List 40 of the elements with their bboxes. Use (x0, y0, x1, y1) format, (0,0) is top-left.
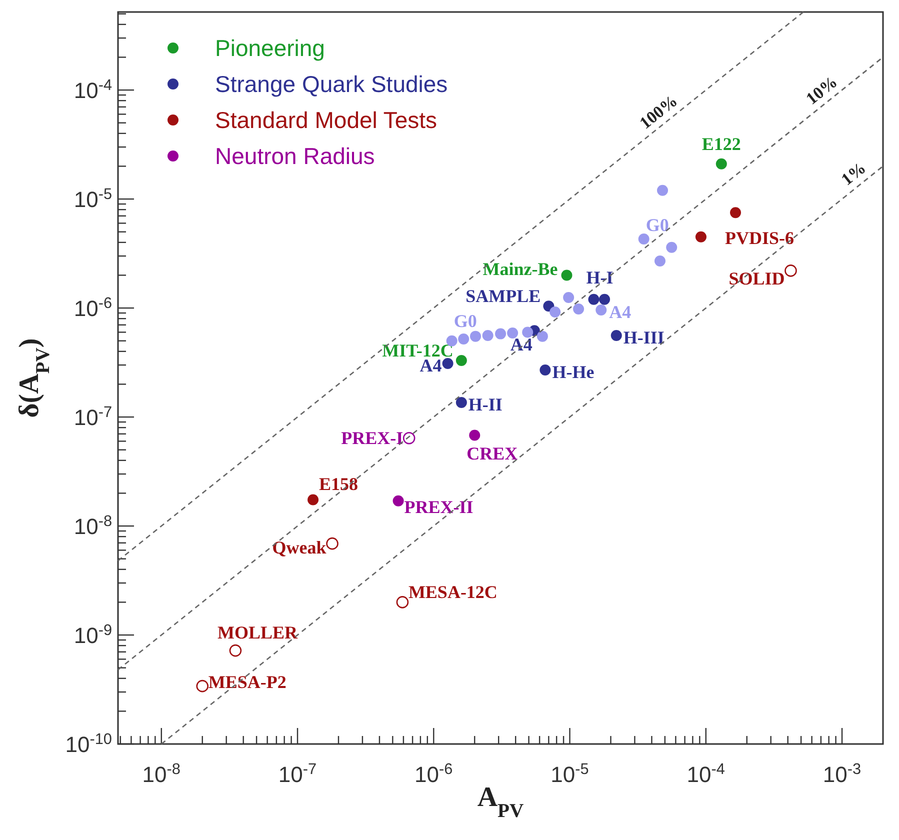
data-label: PVDIS-6 (724, 228, 794, 248)
x-tick-label: 10$^{-7}$ (278, 760, 317, 787)
x-tick-label: 10$^{-3}$ (822, 760, 862, 787)
text: 10% (802, 72, 841, 108)
data-label: SOLID (728, 268, 785, 289)
data-label: H-II (468, 394, 502, 414)
y-tick-label: 10$^{-4}$ (74, 76, 112, 104)
data-label: MESA-12C (408, 582, 498, 602)
data-label: CREX (466, 443, 518, 464)
data-label: Mainz-Be (482, 259, 558, 280)
x-axis-title: A$_{PV}$ (477, 782, 524, 822)
data-label: E122 (702, 134, 741, 154)
data-label: H-I (586, 267, 614, 288)
y-tick-label: 10$^{-5}$ (74, 186, 112, 212)
data-label: PREX-II (404, 496, 474, 517)
data-label: SAMPLE (466, 286, 541, 306)
y-tick-label: 10$^{-6}$ (74, 294, 112, 322)
legend-label: Neutron Radius (215, 143, 375, 169)
data-label: MESA-P2 (208, 672, 286, 692)
data-label: MOLLER (217, 622, 298, 643)
data-label: G0 (454, 310, 477, 331)
y-tick-label: 10$^{-9}$ (74, 622, 112, 648)
x-tick-label: 10$^{-5}$ (550, 760, 589, 787)
data-label: G0 (646, 214, 669, 235)
x-tick-label: 10$^{-8}$ (142, 760, 180, 787)
data-label: H-III (623, 327, 664, 348)
text: 1% (838, 158, 870, 190)
y-tick-label: 10$^{-7}$ (74, 404, 112, 430)
y-tick-label: 10$^{-10}$ (65, 730, 112, 757)
x-tick-label: 10$^{-6}$ (414, 760, 453, 787)
y-tick-label: 10$^{-8}$ (74, 512, 112, 540)
data-label: A4 (609, 302, 632, 322)
data-label: Qweak (272, 538, 326, 558)
data-label: H-He (552, 362, 594, 382)
x-tick-label: 10$^{-4}$ (686, 760, 726, 787)
legend-label: Pioneering (215, 35, 325, 61)
legend-label: Strange Quark Studies (215, 71, 448, 97)
data-label: PREX-I (341, 428, 404, 448)
legend-label: Standard Model Tests (215, 107, 438, 133)
data-label: E158 (319, 474, 358, 494)
